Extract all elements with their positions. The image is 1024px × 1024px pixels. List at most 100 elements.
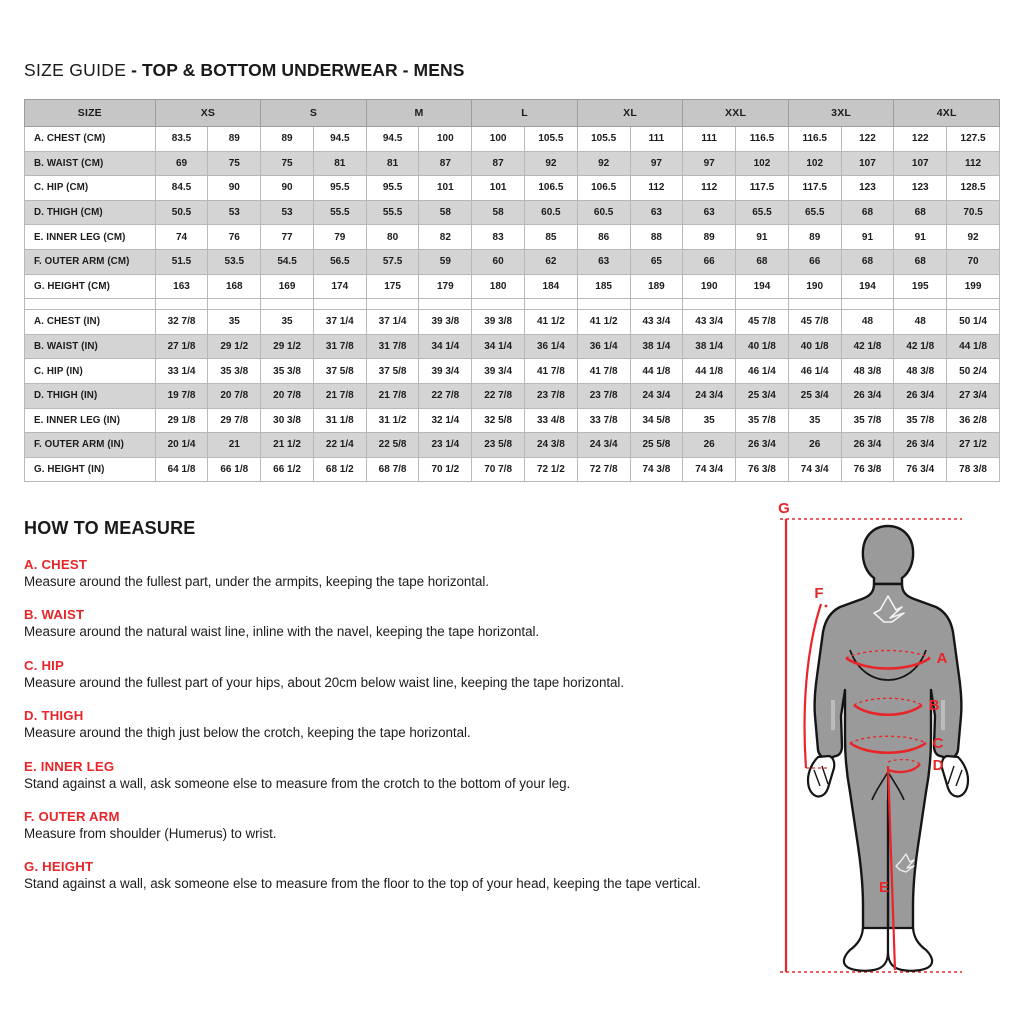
row-label: G. HEIGHT (CM)	[24, 273, 156, 300]
row-label: B. WAIST (IN)	[24, 333, 156, 360]
cell-value: 89	[787, 224, 842, 250]
row-label: F. OUTER ARM (IN)	[24, 432, 156, 458]
cell-value: 194	[735, 273, 789, 300]
cell-value: 75	[260, 150, 314, 177]
table-row: E. INNER LEG (CM) 74 76 77 79 80 82 83 85 86 88 89 9…	[24, 224, 1000, 250]
cell-value: 100	[471, 126, 525, 152]
cell-value: 112	[629, 175, 684, 201]
measure-item-description: Stand against a wall, ask someone else t…	[24, 775, 571, 791]
table-row: B. WAIST (CM) 69 75 75 81 81 87 87 92 92 97 97 102 10…	[24, 150, 1000, 177]
cell-value: 180	[471, 273, 525, 300]
cell-value: 95.5	[365, 175, 420, 201]
cell-value: 87	[471, 150, 525, 177]
cell-value: 39 3/8	[471, 309, 525, 335]
cell-value: 29 1/8	[154, 407, 209, 434]
table-row: G. HEIGHT (CM) 163 168 169 174 175 179 180 184 18…	[24, 273, 1000, 300]
how-to-measure-heading: HOW TO MEASURE	[24, 518, 196, 538]
table-header-size-4xl: 4XL	[893, 99, 1000, 127]
cell-value: 65.5	[735, 199, 789, 226]
cell-value: 39 3/8	[418, 309, 473, 335]
cell-value: 60.5	[524, 199, 578, 226]
cell-value: 63	[629, 199, 684, 226]
cell-value: 31 1/8	[312, 407, 367, 434]
cell-value: 44 1/8	[946, 333, 1000, 360]
cell-value: 107	[840, 150, 895, 177]
cell-value: 27 3/4	[946, 382, 1000, 409]
measure-item-heading: G. HEIGHT	[24, 859, 94, 875]
cell-value: 50.5	[154, 199, 209, 226]
table-header-size-label: SIZE	[24, 99, 156, 127]
cell-value: 35 7/8	[893, 407, 948, 434]
cell-value: 89	[682, 224, 737, 250]
cell-value: 36 2/8	[946, 407, 1000, 434]
cell-value: 40 1/8	[735, 333, 789, 360]
cell-value: 76 3/8	[840, 456, 895, 483]
cell-value: 92	[576, 150, 631, 177]
cell-value: 127.5	[946, 126, 1000, 152]
cell-value: 50 1/4	[946, 309, 1000, 335]
cell-value: 190	[787, 273, 842, 300]
measure-item-description: Measure from shoulder (Humerus) to wrist…	[24, 825, 277, 841]
cell-value: 25 3/4	[787, 382, 842, 409]
page-title-bold: - TOP & BOTTOM UNDERWEAR - MENS	[131, 60, 465, 80]
cell-value: 34 1/4	[418, 333, 473, 360]
cell-value: 25 5/8	[629, 432, 684, 458]
cell-value: 83.5	[154, 126, 209, 152]
cell-value: 189	[629, 273, 684, 300]
cell-value: 53	[207, 199, 262, 226]
cell-value: 19 7/8	[154, 382, 209, 409]
cell-value: 70	[946, 248, 1000, 275]
cell-value: 63	[576, 248, 631, 275]
cell-value: 29 1/2	[207, 333, 262, 360]
table-row: F. OUTER ARM (CM) 51.5 53.5 54.5 56.5 57.5 59 6…	[24, 248, 1000, 275]
cell-value: 97	[682, 150, 737, 177]
cell-value: 66	[682, 248, 737, 275]
cell-value: 30 3/8	[260, 407, 314, 434]
label-g: G	[778, 500, 790, 517]
cell-value: 74	[154, 224, 209, 250]
cell-value: 185	[576, 273, 631, 300]
page-title: SIZE GUIDE - TOP & BOTTOM UNDERWEAR - ME…	[24, 60, 465, 81]
cell-value: 106.5	[524, 175, 578, 201]
cell-value: 55.5	[365, 199, 420, 226]
cell-value: 128.5	[946, 175, 1000, 201]
cell-value: 43 3/4	[629, 309, 684, 335]
thigh-tape	[887, 763, 921, 774]
cell-value: 37 5/8	[365, 358, 420, 384]
cell-value: 36 1/4	[524, 333, 578, 360]
cell-value: 58	[418, 199, 473, 226]
mannequin-figure	[806, 524, 970, 972]
cell-value: 102	[787, 150, 842, 177]
cell-value: 26 3/4	[735, 432, 789, 458]
cell-value: 66	[787, 248, 842, 275]
cell-value: 59	[418, 248, 473, 275]
cell-value: 122	[840, 126, 895, 152]
cell-value: 122	[893, 126, 948, 152]
cell-value: 175	[365, 273, 420, 300]
cell-value: 101	[418, 175, 473, 201]
cell-value: 163	[154, 273, 209, 300]
cell-value: 22 7/8	[418, 382, 473, 409]
cell-value: 70 7/8	[471, 456, 525, 483]
measure-item: E. INNER LEG Stand against a wall, ask so…	[24, 759, 764, 791]
cell-value: 74 3/8	[629, 456, 684, 483]
cell-value: 39 3/4	[471, 358, 525, 384]
cell-value: 41 1/2	[576, 309, 631, 335]
cell-value: 33 7/8	[576, 407, 631, 434]
cell-value: 22 1/4	[312, 432, 367, 458]
hip-dashed-arc	[849, 735, 927, 744]
cell-value: 78 3/8	[946, 456, 1000, 483]
label-a: A	[937, 650, 948, 667]
row-label: E. INNER LEG (IN)	[24, 407, 156, 434]
cell-value: 60	[471, 248, 525, 275]
outer-arm-measure-line	[803, 603, 823, 769]
cell-value: 199	[946, 273, 1000, 300]
cell-value: 22 7/8	[471, 382, 525, 409]
cell-value: 101	[471, 175, 525, 201]
table-row: A. CHEST (IN) 32 7/8 35 35 37 1/4 37 1/4 39 3/…	[24, 309, 1000, 335]
label-e: E	[879, 879, 889, 896]
cell-value: 45 7/8	[735, 309, 789, 335]
cell-value: 55.5	[312, 199, 367, 226]
chest-dashed-arc	[845, 649, 931, 659]
